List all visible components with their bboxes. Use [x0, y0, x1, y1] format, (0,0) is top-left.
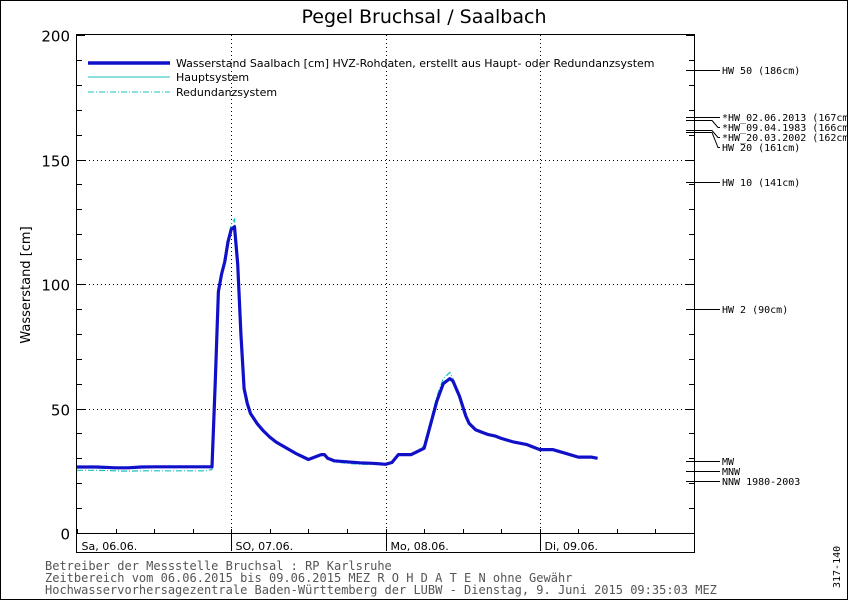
- legend-label: Hauptsystem: [176, 71, 249, 84]
- x-day-label: SO, 07.06.: [236, 540, 294, 553]
- legend: Wasserstand Saalbach [cm] HVZ-Rohdaten, …: [88, 57, 655, 99]
- reference-level-label: MNW: [722, 467, 741, 478]
- reference-level-label: NNW 1980-2003: [722, 477, 800, 488]
- series-redundanzsystem-line: [77, 217, 598, 472]
- x-day-label: Di, 09.06.: [545, 540, 599, 553]
- footer-publisher: Hochwasservorhersagezentrale Baden-Württ…: [45, 583, 717, 597]
- y-tick-label: 50: [51, 402, 70, 420]
- legend-label: Wasserstand Saalbach [cm] HVZ-Rohdaten, …: [176, 57, 655, 70]
- y-tick-label: 150: [41, 153, 70, 171]
- reference-level-label: HW 2 (90cm): [722, 305, 788, 316]
- y-tick-label: 100: [41, 277, 70, 295]
- reference-level-label: HW 10 (141cm): [722, 178, 800, 189]
- chart-title: Pegel Bruchsal / Saalbach: [301, 6, 546, 28]
- reference-level-label: *HW_20.03.2002 (162cm): [722, 133, 848, 144]
- footer-operator: Betreiber der Messstelle Bruchsal : RP K…: [45, 559, 392, 573]
- reference-level-label: MW: [722, 457, 735, 468]
- reference-level-label: *HW_09.04.1983 (166cm): [722, 123, 848, 134]
- x-ticks: Sa, 06.06. SO, 07.06. Mo, 08.06. Di, 09.06.: [77, 529, 695, 553]
- footer-time-range: Zeitbereich vom 06.06.2015 bis 09.06.201…: [45, 571, 572, 585]
- legend-label: Redundanzsystem: [176, 86, 277, 99]
- y-tick-label: 0: [60, 526, 70, 544]
- y-tick-label: 200: [41, 28, 70, 46]
- x-day-label: Mo, 08.06.: [391, 540, 449, 553]
- reference-level-label: *HW_02.06.2013 (167cm): [722, 113, 848, 124]
- series-wasserstand-line: [77, 225, 598, 470]
- side-code: 317-140: [832, 546, 843, 588]
- reference-level-leader: [704, 130, 720, 138]
- reference-level-leader: [704, 120, 720, 128]
- series-layer: [77, 217, 598, 472]
- reference-levels: HW 50 (186cm) *HW_02.06.2013 (167cm)*HW_0…: [686, 66, 848, 488]
- plot-frame: [76, 34, 695, 553]
- y-ticks: 0 50 100 150 200: [41, 28, 694, 544]
- reference-level-leader: [704, 132, 720, 148]
- reference-level-label: HW 50 (186cm): [722, 66, 800, 77]
- x-day-label: Sa, 06.06.: [82, 540, 138, 553]
- grid-layer: [77, 35, 694, 533]
- y-axis-label: Wasserstand [cm]: [19, 226, 34, 343]
- reference-level-label: HW 20 (161cm): [722, 143, 800, 154]
